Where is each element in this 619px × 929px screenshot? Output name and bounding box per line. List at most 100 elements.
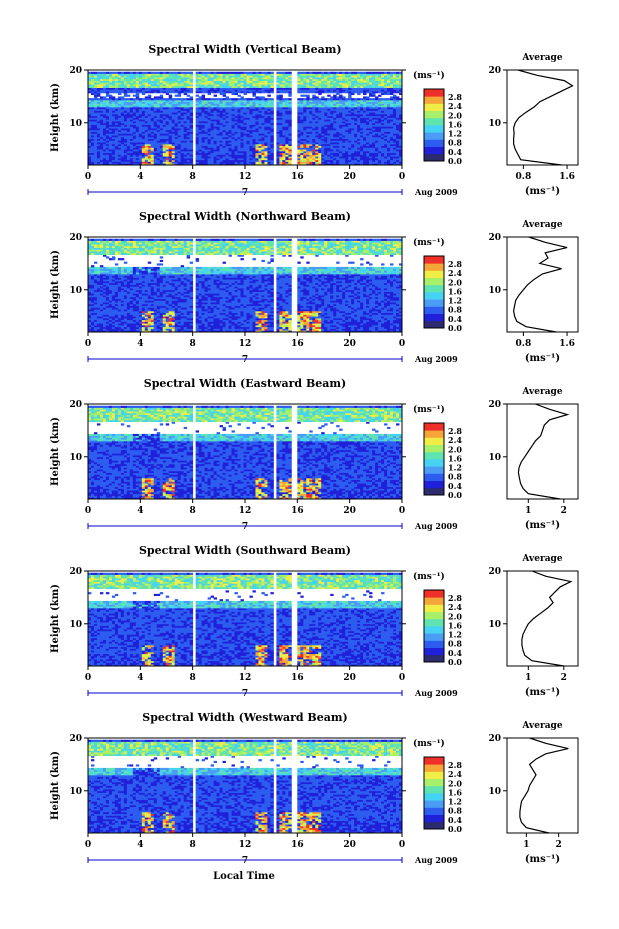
heatmap-cell [363, 96, 366, 98]
panels-layer: Spectral Width (Vertical Beam)2010Height… [50, 43, 578, 866]
heatmap-cell [127, 98, 130, 100]
heatmap-cell [148, 72, 151, 74]
heatmap-cell [151, 98, 154, 100]
heatmap-cell [109, 95, 112, 97]
heatmap-cell [360, 98, 363, 100]
heatmap-cell [88, 98, 91, 100]
heatmap-cell [303, 72, 306, 74]
heatmap-cell [220, 72, 223, 74]
heatmap-cell [106, 72, 109, 74]
heatmap-cell [306, 95, 309, 97]
heatmap-cell [387, 72, 390, 74]
heatmap-cell [255, 96, 258, 98]
heatmap-cell [169, 72, 172, 74]
heatmap-cell [196, 95, 199, 97]
heatmap-cell [94, 72, 97, 74]
heatmap-cell [375, 96, 378, 98]
heatmap-cell [267, 95, 270, 97]
heatmap-cell [327, 72, 330, 74]
heatmap-cell [384, 98, 387, 100]
panel-1: Spectral Width (Vertical Beam)2010Height… [50, 43, 578, 198]
heatmap-cell [109, 72, 112, 74]
heatmap-cell [300, 95, 303, 97]
heatmap-cell [369, 72, 372, 74]
heatmap-cell [252, 72, 255, 74]
heatmap-cell [241, 72, 244, 74]
heatmap-cell [288, 98, 291, 100]
heatmap-cell [205, 98, 208, 100]
heatmap-cell [324, 72, 327, 74]
heatmap-cell [333, 72, 336, 74]
heatmap-cell [226, 72, 229, 74]
heatmap-cell [118, 96, 121, 98]
heatmap-cell [214, 98, 217, 100]
heatmap-cell [187, 98, 190, 100]
heatmap-cell [202, 72, 205, 74]
heatmap-cell [318, 98, 321, 100]
heatmap-cell [309, 72, 312, 74]
heatmap-cell [318, 72, 321, 74]
heatmap-cell [100, 72, 103, 74]
heatmap-cell [387, 98, 390, 100]
heatmap-cell [327, 95, 330, 97]
heatmap-cell [321, 96, 324, 98]
heatmap-cell [282, 72, 285, 74]
heatmap-cell [270, 72, 273, 74]
heatmap-cell [264, 72, 267, 74]
heatmap-cell [330, 96, 333, 98]
heatmap-cell [312, 72, 315, 74]
heatmap-cell [115, 98, 118, 100]
heatmap-cell [178, 98, 181, 100]
heatmap-cell [130, 72, 133, 74]
heatmap-cell [342, 96, 345, 98]
heatmap-cell [249, 98, 252, 100]
heatmap-cell [214, 72, 217, 74]
heatmap-cell [97, 98, 100, 100]
heatmap-cell [133, 95, 136, 97]
heatmap-cell [154, 96, 157, 98]
heatmap-cell [112, 96, 115, 98]
heatmap-cell [226, 96, 229, 98]
heatmap-cell [378, 72, 381, 74]
heatmap-cell [118, 72, 121, 74]
heatmap-cell [354, 72, 357, 74]
heatmap-cell [327, 98, 330, 100]
heatmap-cell [276, 72, 279, 74]
heatmap-cell [315, 72, 318, 74]
heatmap-cell [366, 72, 369, 74]
heatmap-cell [297, 72, 300, 74]
heatmap-cell [97, 72, 100, 74]
heatmap-cell [223, 98, 226, 100]
heatmap-cell [229, 98, 232, 100]
heatmap-cell [244, 72, 247, 74]
heatmap-cell [142, 72, 145, 74]
heatmap-cell [196, 72, 199, 74]
heatmap-cell [91, 98, 94, 100]
heatmap-cell [342, 72, 345, 74]
heatmap-cell [175, 95, 178, 97]
heatmap-cell [151, 72, 154, 74]
heatmap-cell [309, 98, 312, 100]
heatmap-cell [127, 95, 130, 97]
heatmap-cell [354, 98, 357, 100]
heatmap-cell [229, 72, 232, 74]
heatmap-cell [247, 98, 250, 100]
heatmap-cell [223, 72, 226, 74]
heatmap-cell [330, 72, 333, 74]
heatmap-cell [312, 95, 315, 97]
heatmap-cell [258, 72, 261, 74]
heatmap-cell [261, 96, 264, 98]
heatmap-cell [157, 72, 160, 74]
heatmap-cell [166, 72, 169, 74]
heatmap-cell [208, 72, 211, 74]
heatmap-cell [157, 96, 160, 98]
heatmap-cell [211, 72, 214, 74]
heatmap-cell [279, 72, 282, 74]
heatmap-cell [381, 98, 384, 100]
heatmap-cell [211, 98, 214, 100]
heatmap-cell [261, 72, 264, 74]
heatmap-cell [184, 72, 187, 74]
heatmap-cell [202, 95, 205, 97]
heatmap-cell [214, 95, 217, 97]
heatmap-cell [142, 98, 145, 100]
